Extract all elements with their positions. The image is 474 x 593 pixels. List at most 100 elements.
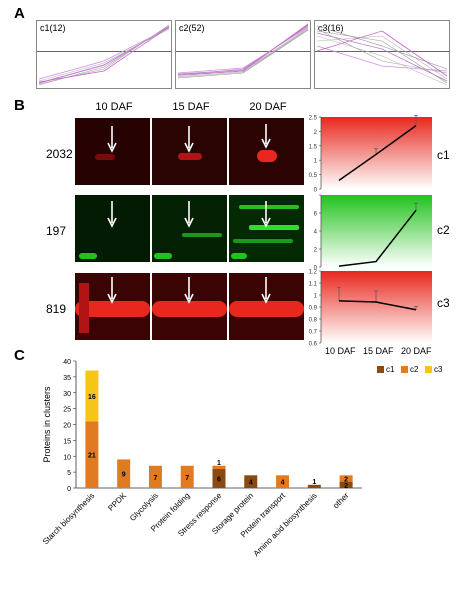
mini-chart-tick-label: 2.5 — [309, 116, 318, 122]
mini-chart-tick-label: 0 — [314, 266, 318, 272]
bar-c1 — [244, 475, 258, 488]
baseline — [176, 51, 310, 52]
mini-chart-tick-label: 1 — [314, 159, 318, 165]
baseline — [315, 51, 449, 52]
gel-column-label: 10 DAF — [95, 101, 133, 113]
category-label: Protein transport — [239, 491, 288, 540]
mini-chart-background — [321, 271, 432, 343]
mini-chart-tick-label: 1.5 — [309, 144, 318, 150]
gel-image-197-15daf — [152, 195, 227, 262]
gel-image-197-20daf — [229, 195, 304, 262]
data-label: 9 — [122, 472, 126, 479]
category-label: Protein folding — [149, 491, 192, 534]
series-line-c3 — [338, 300, 417, 311]
bar-c2 — [117, 459, 131, 488]
gel-column-label: 15 DAF — [172, 101, 210, 113]
data-label: 6 — [217, 476, 221, 483]
data-label: 7 — [185, 475, 189, 482]
y-tick-label: 10 — [63, 454, 71, 461]
category-label: Stress response — [176, 491, 224, 539]
mini-chart-tick-label: 0.5 — [309, 173, 318, 179]
data-label: 1 — [217, 460, 221, 467]
gel-image-2032-15daf — [152, 118, 227, 185]
category-label: PPDK — [106, 491, 128, 513]
mini-chart-tick-label: 2 — [314, 248, 318, 254]
cluster-label-b-c1: c1 — [437, 148, 450, 162]
bar-c2 — [180, 465, 194, 488]
panel-letter-c: C — [14, 347, 25, 364]
cluster-profile-lines-c1 — [38, 24, 170, 86]
bar-c2 — [276, 475, 290, 488]
data-label: 2 — [344, 476, 348, 483]
baseline — [37, 51, 171, 52]
mini-chart-x-label: 20 DAF — [401, 346, 432, 356]
panel-letter-b: B — [14, 97, 25, 114]
bar-c3 — [85, 370, 99, 422]
gel-image-197-10daf — [75, 195, 150, 262]
bar-c2 — [339, 475, 353, 482]
cluster-label-c3: c3(16) — [318, 23, 344, 33]
category-label: Starch biosynthesis — [41, 491, 96, 546]
bar-c2 — [85, 421, 99, 488]
gel-image-2032-10daf — [75, 118, 150, 185]
cluster-label-b-c2: c2 — [437, 223, 450, 237]
cluster-label-b-c3: c3 — [437, 296, 450, 310]
legend-swatch-c1 — [377, 366, 384, 373]
cluster-label-c2: c2(52) — [179, 23, 205, 33]
mini-chart-background — [321, 195, 432, 267]
bar-c1 — [339, 481, 353, 488]
mini-chart-tick-label: 1.1 — [309, 282, 318, 288]
legend-label-c2: c2 — [410, 365, 419, 374]
bar-c2 — [212, 465, 226, 469]
gel-row-label: 819 — [46, 302, 67, 316]
gel-row-label: 2032 — [46, 147, 73, 161]
legend-swatch-c3 — [425, 366, 432, 373]
series-line-c1 — [338, 125, 417, 181]
mini-chart-background — [321, 117, 432, 189]
data-label: 1 — [312, 479, 316, 486]
y-tick-label: 5 — [67, 470, 71, 477]
gel-image-819-15daf — [152, 273, 227, 340]
data-label: 16 — [88, 394, 96, 401]
y-tick-label: 0 — [67, 486, 71, 493]
y-tick-label: 20 — [63, 423, 71, 430]
mini-chart-tick-label: 0 — [314, 188, 318, 194]
mini-chart-tick-label: 2 — [314, 130, 318, 136]
mini-chart-x-label: 15 DAF — [363, 346, 394, 356]
mini-chart-x-label: 10 DAF — [325, 346, 356, 356]
gel-image-819-10daf — [75, 273, 150, 340]
bar-c2 — [148, 465, 162, 488]
cluster-profile-lines-c3 — [316, 25, 448, 86]
mini-chart-tick-label: 0.8 — [309, 318, 318, 324]
y-tick-label: 15 — [63, 438, 71, 445]
category-label: Amino acid biosynthesis — [252, 491, 319, 558]
data-label: 4 — [281, 480, 285, 487]
mini-chart-tick-label: 1 — [314, 294, 318, 300]
data-label: 4 — [249, 480, 253, 487]
series-line-c2 — [338, 209, 417, 267]
gel-row-label: 197 — [46, 224, 67, 238]
y-tick-label: 40 — [63, 359, 71, 366]
gel-column-label: 20 DAF — [249, 101, 287, 113]
y-tick-label: 25 — [63, 407, 71, 414]
cluster-profile-lines-c2 — [177, 23, 309, 79]
gel-image-819-20daf — [229, 273, 304, 340]
legend-swatch-c2 — [401, 366, 408, 373]
gel-image-2032-20daf — [229, 118, 304, 185]
mini-chart-tick-label: 6 — [314, 212, 318, 218]
legend-label-c1: c1 — [386, 365, 395, 374]
data-label: 2 — [344, 483, 348, 490]
cluster-plot-c2: c2(52) — [175, 20, 311, 89]
y-tick-label: 35 — [63, 375, 71, 382]
mini-chart-tick-label: 0.6 — [309, 342, 318, 348]
category-label: other — [331, 491, 350, 510]
category-label: Glycolysis — [128, 491, 160, 523]
mini-chart-tick-label: 0.9 — [309, 306, 318, 312]
mini-chart-tick-label: 1.2 — [309, 270, 318, 276]
data-label: 21 — [88, 453, 96, 460]
mini-chart-tick-label: 0.7 — [309, 330, 318, 336]
y-tick-label: 30 — [63, 391, 71, 398]
y-axis-label: Proteins in clusters — [42, 386, 52, 463]
data-label: 7 — [153, 475, 157, 482]
cluster-plot-c3: c3(16) — [314, 20, 450, 89]
